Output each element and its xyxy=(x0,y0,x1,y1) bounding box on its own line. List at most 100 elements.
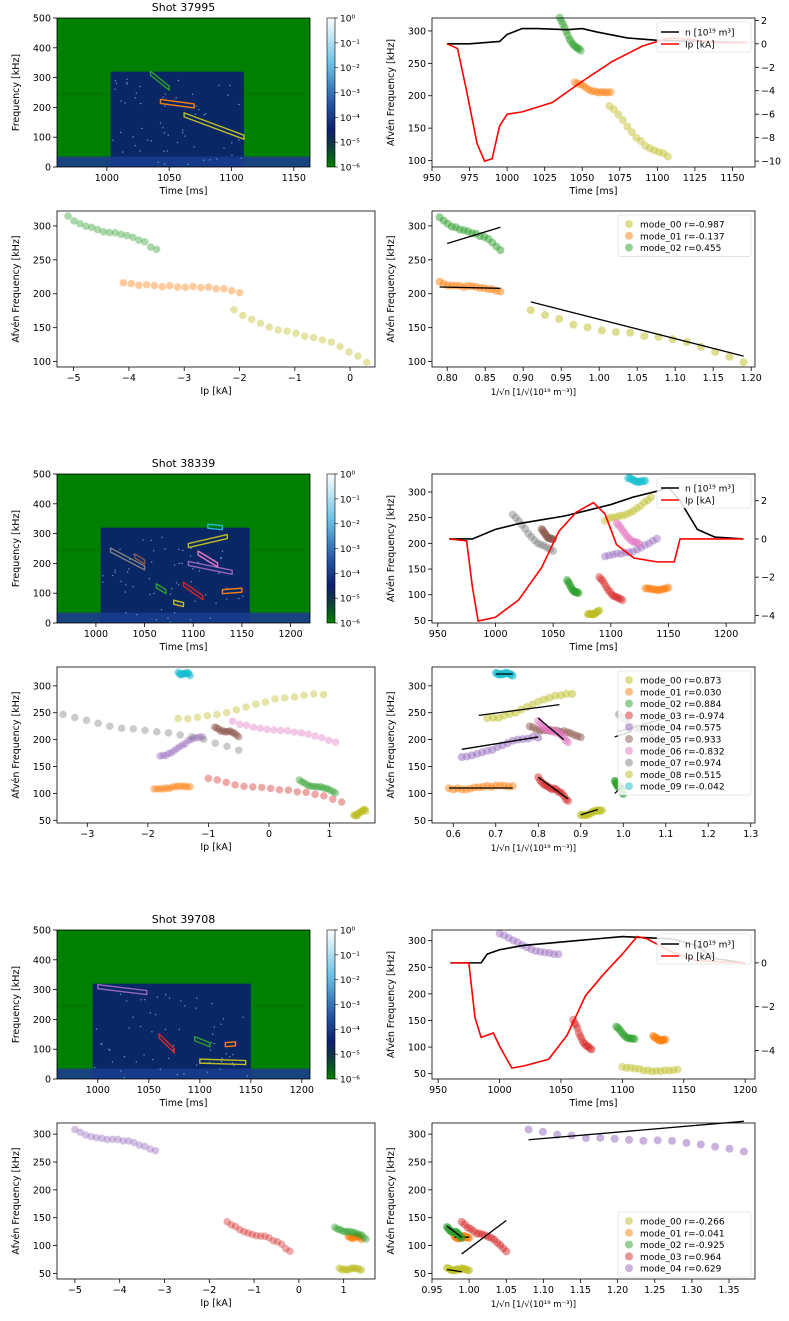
mode-point xyxy=(601,552,610,561)
x-tick-label: −1 xyxy=(201,829,215,840)
mode-point xyxy=(311,732,319,740)
axes-border xyxy=(431,1122,756,1280)
y-tick-label: 150 xyxy=(408,1016,426,1027)
mode-point xyxy=(659,1036,668,1045)
mode-point xyxy=(664,583,673,592)
x-tick-label: 1050 xyxy=(137,1085,161,1096)
colorbar-tick-label: 10⁻¹ xyxy=(340,951,360,961)
spectrogram-speckle xyxy=(119,993,122,995)
mode-point xyxy=(169,782,178,791)
mode-point xyxy=(249,723,258,732)
mode-point xyxy=(355,1232,364,1241)
colorbar xyxy=(326,17,336,168)
mode-point xyxy=(652,1066,661,1075)
legend-marker xyxy=(625,220,633,228)
y-tick-label: 200 xyxy=(408,539,426,550)
spectrogram-speckle xyxy=(229,84,231,86)
y-tick-label: 300 xyxy=(33,73,51,84)
mode-point xyxy=(626,1034,635,1043)
mode-point xyxy=(483,714,492,723)
x-tick-label: 0.90 xyxy=(513,373,534,384)
mode-point xyxy=(94,719,103,728)
mode-point xyxy=(645,144,654,153)
timeseries-axes: 950 975 1000 1025 1050 1075 1100 1125 1150 100 150… xyxy=(386,13,781,197)
mode-point xyxy=(617,1028,626,1037)
mode-point xyxy=(309,782,318,791)
mode-point xyxy=(81,222,90,231)
mode-point xyxy=(568,585,577,594)
y-axis-label: Afvén Frequency [kHz] xyxy=(386,951,397,1058)
mode-point xyxy=(274,326,283,334)
y-tick-label: 50 xyxy=(39,816,51,827)
mode-contour xyxy=(221,587,243,595)
y-tick-label: 50 xyxy=(414,1069,426,1080)
mode-point xyxy=(232,705,241,714)
mode-point xyxy=(624,548,633,557)
mode-point xyxy=(338,1266,347,1274)
spectrogram-speckle xyxy=(150,539,152,541)
mode-point xyxy=(210,723,219,732)
mode-point xyxy=(607,590,616,599)
x-tick-label: 0.80 xyxy=(437,373,458,384)
x-tick-label: 1050 xyxy=(549,1085,573,1096)
mode-point xyxy=(568,40,577,49)
mode-point xyxy=(524,529,533,538)
mode-point xyxy=(562,689,571,698)
mode-point xyxy=(626,474,635,483)
colorbar-tick-label: 10⁻⁶ xyxy=(340,164,360,174)
colorbar-tick-label: 10⁻³ xyxy=(340,89,360,99)
legend-box xyxy=(656,21,752,53)
spectrogram-speckle xyxy=(223,147,225,150)
mode-point xyxy=(117,230,126,239)
mode-point xyxy=(640,541,649,550)
mode-point xyxy=(327,338,336,346)
mode-point xyxy=(352,1232,361,1241)
x-tick-label: 0.85 xyxy=(475,373,496,384)
x-tick-label: 1150 xyxy=(282,173,306,184)
mode-point xyxy=(171,783,180,791)
mode-point xyxy=(636,137,645,146)
legend-marker xyxy=(625,687,633,696)
mode-point xyxy=(351,811,360,820)
x-tick-label: 1150 xyxy=(230,629,254,640)
mode-point xyxy=(547,534,556,543)
mode-point xyxy=(161,751,170,760)
mode-point xyxy=(70,713,79,722)
legend-marker xyxy=(625,1240,633,1249)
y-tick-label: 300 xyxy=(33,681,51,692)
spectrogram-speckle xyxy=(221,550,224,552)
spectrogram-speckle xyxy=(191,93,194,95)
mode-point xyxy=(572,588,581,597)
mode-point xyxy=(632,537,641,546)
y-tick-label: 400 xyxy=(33,499,51,510)
y-tick-label: 200 xyxy=(33,559,51,570)
spectrogram-speckle xyxy=(141,127,143,130)
mode-point xyxy=(353,1230,362,1238)
mode-point xyxy=(247,315,256,324)
y-tick-label: 250 xyxy=(33,708,51,719)
x-tick-label: 1 xyxy=(341,1285,347,1296)
x-tick-label: 950 xyxy=(429,1085,447,1096)
spectrogram-speckle xyxy=(156,996,159,998)
spectrogram-speckle xyxy=(203,114,205,116)
mode-point xyxy=(650,1033,659,1042)
spectrogram-speckle xyxy=(218,84,220,87)
y-tick-label: 200 xyxy=(33,289,51,300)
spectrogram-speckle xyxy=(178,562,180,565)
y-tick-label: 200 xyxy=(33,1185,51,1196)
mode-point xyxy=(576,80,585,89)
legend-label: mode_02 r=0.884 xyxy=(640,700,722,710)
y-axis-label: Afvén Frequency [kHz] xyxy=(11,691,22,798)
spectrogram-speckle xyxy=(126,78,128,80)
mode-point xyxy=(347,1264,355,1273)
mode-point xyxy=(613,1023,622,1032)
mode-point xyxy=(105,228,114,237)
mode-point xyxy=(187,735,195,744)
spectrogram-speckle xyxy=(220,1023,222,1025)
mode-point xyxy=(565,35,574,44)
mode-point xyxy=(577,1035,586,1044)
mode-point xyxy=(539,527,548,536)
mode-point xyxy=(213,710,221,719)
mode-point xyxy=(656,1067,665,1076)
